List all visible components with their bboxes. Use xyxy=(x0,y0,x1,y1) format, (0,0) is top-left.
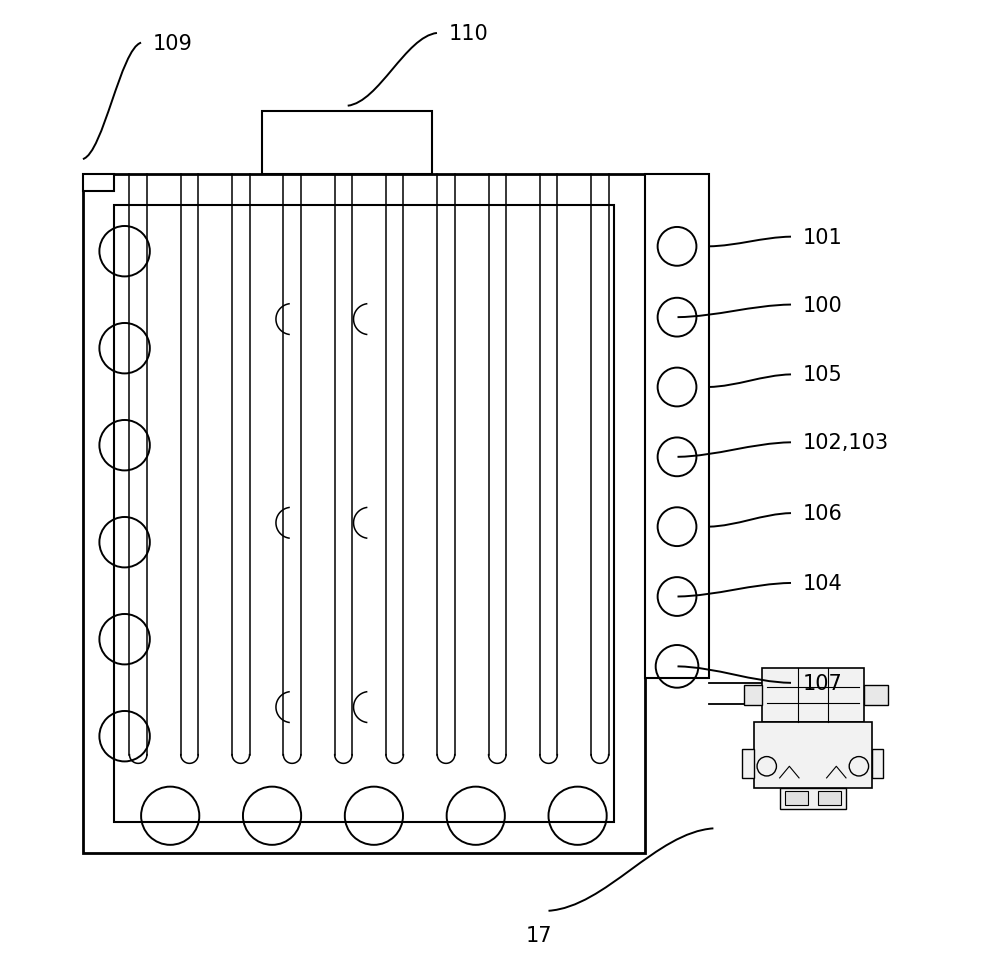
Text: 109: 109 xyxy=(153,34,193,53)
Text: 17: 17 xyxy=(526,925,552,946)
Bar xyxy=(83,174,114,192)
Bar xyxy=(262,111,432,174)
Text: 101: 101 xyxy=(803,228,842,247)
Bar xyxy=(742,749,754,778)
Text: 102,103: 102,103 xyxy=(803,433,889,453)
Bar xyxy=(744,686,762,705)
Bar xyxy=(872,749,883,778)
Text: 107: 107 xyxy=(803,673,842,693)
Bar xyxy=(785,792,808,805)
Bar xyxy=(864,686,888,705)
Bar xyxy=(645,174,709,678)
Bar xyxy=(83,174,645,853)
Bar xyxy=(818,792,841,805)
Bar xyxy=(780,788,846,809)
Text: 106: 106 xyxy=(803,504,843,523)
Text: 110: 110 xyxy=(449,24,488,44)
Bar xyxy=(762,669,864,722)
Text: 104: 104 xyxy=(803,574,842,593)
Text: 100: 100 xyxy=(803,296,842,315)
Bar xyxy=(114,205,614,822)
Text: 105: 105 xyxy=(803,365,842,385)
Bar xyxy=(754,722,872,788)
